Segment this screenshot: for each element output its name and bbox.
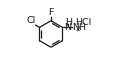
Text: H: H (65, 18, 72, 27)
Text: 2: 2 (75, 26, 80, 32)
Text: HCl: HCl (75, 18, 92, 27)
Text: N: N (64, 23, 72, 32)
Text: NH: NH (72, 23, 86, 32)
Text: Cl: Cl (26, 16, 35, 25)
Text: F: F (48, 8, 54, 17)
